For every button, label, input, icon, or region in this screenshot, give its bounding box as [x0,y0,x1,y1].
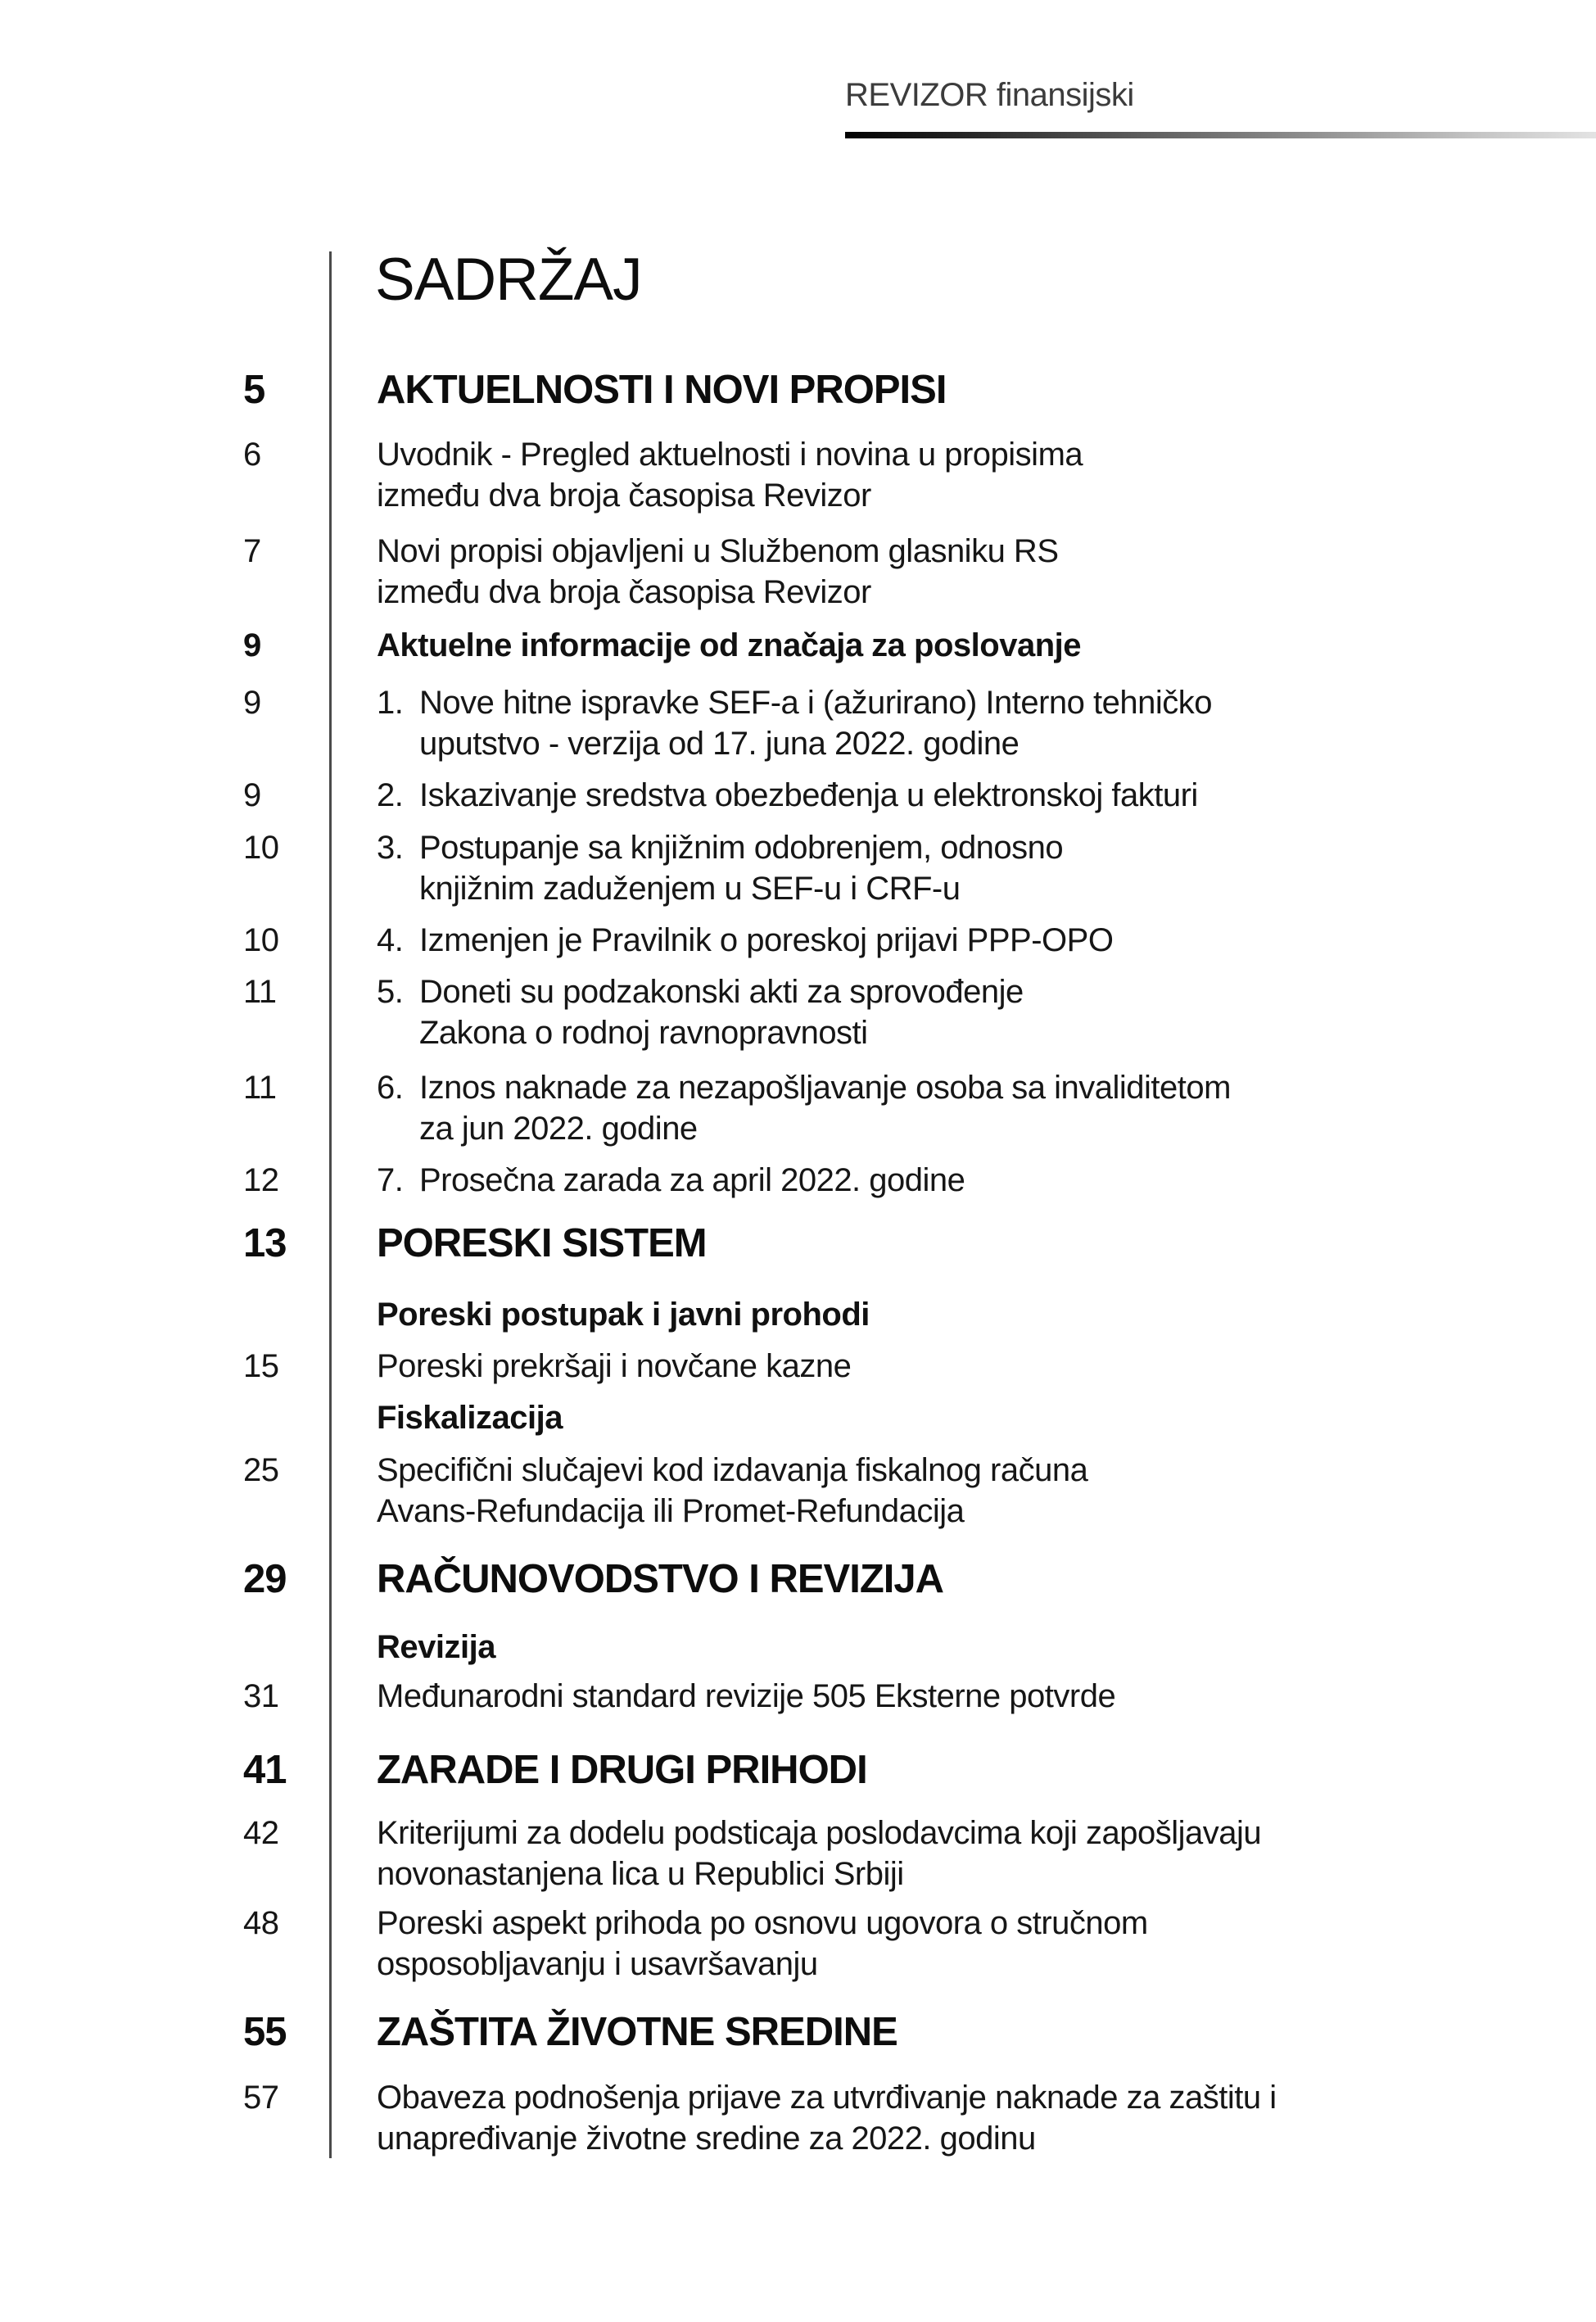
brand-underline-gradient [845,132,1596,138]
page-number: 55 [243,2010,287,2054]
brand-title: REVIZOR finansijski [845,77,1134,113]
entry-line: Specifični slučajevi kod izdavanja fiska… [377,1452,1088,1488]
entry-line: knjižnim zaduženjem u SEF-u i CRF-u [419,871,961,907]
entry-line: Uvodnik - Pregled aktuelnosti i novina u… [377,437,1083,473]
page-number: 9 [243,627,261,663]
toc-row: 57 Obaveza podnošenja prijave za utvrđiv… [0,2077,1596,2159]
toc-subhead-row: 9 Aktuelne informacije od značaja za pos… [0,625,1596,666]
entry-line: Kriterijumi za dodelu podsticaja posloda… [377,1815,1262,1851]
toc-row: 10 4. Izmenjen je Pravilnik o poreskoj p… [0,920,1596,961]
section-title: ZARADE I DRUGI PRIHODI [377,1748,868,1792]
page-number: 31 [243,1678,279,1714]
contents-title: SADRŽAJ [375,247,643,313]
subhead-title: Revizija [377,1629,495,1665]
page-number: 29 [243,1557,287,1601]
entry-line: uputstvo - verzija od 17. juna 2022. god… [419,726,1020,762]
page-number: 12 [243,1162,279,1198]
entry-line: Iskazivanje sredstva obezbeđenja u elekt… [419,777,1198,813]
toc-subhead-row: Revizija [0,1627,1596,1668]
page-number: 42 [243,1815,279,1851]
toc-section-row: 13 PORESKI SISTEM [0,1221,1596,1265]
entry-line: Postupanje sa knjižnim odobrenjem, odnos… [419,830,1064,866]
page-number: 11 [243,1070,277,1106]
toc-row: 6 Uvodnik - Pregled aktuelnosti i novina… [0,434,1596,516]
entry-line: između dva broja časopisa Revizor [377,478,871,514]
toc-row: 7 Novi propisi objavljeni u Službenom gl… [0,531,1596,613]
toc-row: 25 Specifični slučajevi kod izdavanja fi… [0,1450,1596,1532]
toc-row: 42 Kriterijumi za dodelu podsticaja posl… [0,1813,1596,1894]
toc-row: 15 Poreski prekršaji i novčane kazne [0,1346,1596,1387]
section-title: PORESKI SISTEM [377,1221,708,1265]
toc-row: 9 2. Iskazivanje sredstva obezbeđenja u … [0,775,1596,816]
page-number: 11 [243,974,277,1010]
page-number: 41 [243,1748,287,1792]
page-number: 15 [243,1348,279,1384]
subhead-title: Aktuelne informacije od značaja za poslo… [377,627,1081,663]
page-number: 6 [243,437,261,473]
toc-subhead-row: Fiskalizacija [0,1397,1596,1438]
list-marker: 1. [377,685,404,721]
subhead-title: Fiskalizacija [377,1400,563,1436]
toc-subhead-row: Poreski postupak i javni prohodi [0,1294,1596,1335]
toc-section-row: 5 AKTUELNOSTI I NOVI PROPISI [0,368,1596,412]
section-title: RAČUNOVODSTVO I REVIZIJA [377,1557,944,1601]
toc-section-row: 55 ZAŠTITA ŽIVOTNE SREDINE [0,2010,1596,2054]
entry-line: Doneti su podzakonski akti za sprovođenj… [419,974,1024,1010]
toc-row: 9 1. Nove hitne ispravke SEF-a i (ažurir… [0,682,1596,764]
entry-line: osposobljavanju i usavršavanju [377,1946,818,1982]
toc-row: 31 Međunarodni standard revizije 505 Eks… [0,1676,1596,1717]
list-marker: 3. [377,830,404,866]
contents-vertical-rule [329,251,332,2158]
section-title: ZAŠTITA ŽIVOTNE SREDINE [377,2010,898,2054]
entry-line: Prosečna zarada za april 2022. godine [419,1162,965,1198]
page-number: 10 [243,922,279,958]
page-number: 9 [243,685,261,721]
page-number: 13 [243,1221,287,1265]
entry-line: Novi propisi objavljeni u Službenom glas… [377,533,1059,569]
page-number: 9 [243,777,261,813]
entry-line: Obaveza podnošenja prijave za utvrđivanj… [377,2080,1277,2116]
toc-row: 11 5. Doneti su podzakonski akti za spro… [0,971,1596,1053]
entry-line: novonastanjena lica u Republici Srbiji [377,1856,904,1892]
entry-line: Zakona o rodnoj ravnopravnosti [419,1015,868,1051]
list-marker: 6. [377,1070,404,1106]
entry-line: Izmenjen je Pravilnik o poreskoj prijavi… [419,922,1114,958]
toc-row: 48 Poreski aspekt prihoda po osnovu ugov… [0,1903,1596,1985]
entry-line: Poreski aspekt prihoda po osnovu ugovora… [377,1905,1148,1941]
toc-row: 11 6. Iznos naknade za nezapošljavanje o… [0,1067,1596,1149]
page-number: 7 [243,533,261,569]
entry-line: Međunarodni standard revizije 505 Ekster… [377,1678,1116,1714]
list-marker: 4. [377,922,404,958]
section-title: AKTUELNOSTI I NOVI PROPISI [377,368,947,412]
list-marker: 2. [377,777,404,813]
page-number: 57 [243,2080,279,2116]
toc-row: 12 7. Prosečna zarada za april 2022. god… [0,1160,1596,1201]
page-number: 48 [243,1905,279,1941]
entry-line: Nove hitne ispravke SEF-a i (ažurirano) … [419,685,1213,721]
page-number: 5 [243,368,265,412]
entry-line: za jun 2022. godine [419,1111,698,1147]
toc-row: 10 3. Postupanje sa knjižnim odobrenjem,… [0,827,1596,909]
entry-line: Avans-Refundacija ili Promet-Refundacija [377,1493,965,1529]
list-marker: 5. [377,974,404,1010]
page-number: 25 [243,1452,279,1488]
entry-line: između dva broja časopisa Revizor [377,574,871,610]
toc-section-row: 41 ZARADE I DRUGI PRIHODI [0,1748,1596,1792]
list-marker: 7. [377,1162,404,1198]
page-number: 10 [243,830,279,866]
entry-line: Poreski prekršaji i novčane kazne [377,1348,852,1384]
entry-line: unapređivanje životne sredine za 2022. g… [377,2121,1036,2157]
toc-section-row: 29 RAČUNOVODSTVO I REVIZIJA [0,1557,1596,1601]
entry-line: Iznos naknade za nezapošljavanje osoba s… [419,1070,1231,1106]
subhead-title: Poreski postupak i javni prohodi [377,1297,870,1333]
